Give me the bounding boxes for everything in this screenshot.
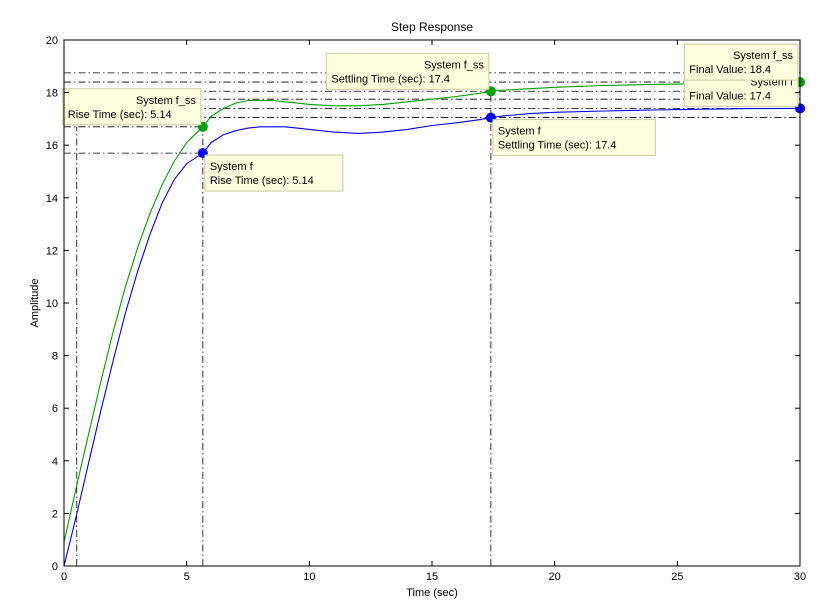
data-tip-box xyxy=(492,119,656,157)
x-tick-label: 15 xyxy=(426,571,438,583)
data-tip[interactable]: System f_ss Rise Time (sec): 5.14 xyxy=(62,88,202,126)
data-tip-text: Final Value: 17.4 xyxy=(689,90,771,102)
x-tick-label: 20 xyxy=(549,571,561,583)
data-tip-text: System f_ss xyxy=(733,50,793,62)
y-tick-label: 20 xyxy=(46,35,58,47)
y-tick-label: 6 xyxy=(52,403,58,415)
data-tip-text: Settling Time (sec): 17.4 xyxy=(331,73,450,85)
data-tip-text: Final Value: 18.4 xyxy=(689,64,771,76)
y-axis-label: Amplitude xyxy=(29,279,41,328)
chart-title: Step Response xyxy=(391,20,473,34)
y-tick-label: 16 xyxy=(46,140,58,152)
data-tip[interactable]: System f_ss Final Value: 18.4 xyxy=(683,43,799,81)
axis-ticks: 0 5 10 15 20 25 30 0 2 4 6 8 10 12 14 16 18 20 xyxy=(46,35,806,583)
data-tip-text: Settling Time (sec): 17.4 xyxy=(498,140,617,152)
data-tip-text: System f xyxy=(498,126,542,138)
data-tip-text: System f_ss xyxy=(424,59,484,71)
x-tick-label: 0 xyxy=(61,571,67,583)
data-tip-text: System f_ss xyxy=(136,95,196,107)
y-tick-label: 14 xyxy=(46,193,58,205)
x-tick-label: 25 xyxy=(671,571,683,583)
series-line xyxy=(63,107,801,567)
data-tip-text: Rise Time (sec): 5.14 xyxy=(210,175,314,187)
series-lines xyxy=(63,81,801,567)
y-tick-label: 4 xyxy=(52,456,58,468)
x-tick-label: 30 xyxy=(794,571,806,583)
x-tick-label: 10 xyxy=(303,571,315,583)
x-axis-label: Time (sec) xyxy=(406,587,458,599)
data-tip[interactable]: System f Settling Time (sec): 17.4 xyxy=(492,119,656,157)
data-tip[interactable]: System f_ss Settling Time (sec): 17.4 xyxy=(325,52,490,90)
y-tick-label: 8 xyxy=(52,351,58,363)
x-tick-label: 5 xyxy=(184,571,190,583)
y-tick-label: 12 xyxy=(46,245,58,257)
data-tip-box xyxy=(62,88,202,126)
y-tick-label: 18 xyxy=(46,88,58,100)
data-tip-text: Rise Time (sec): 5.14 xyxy=(68,109,172,121)
y-tick-label: 2 xyxy=(52,508,58,520)
y-tick-label: 0 xyxy=(52,561,58,573)
data-tip-box xyxy=(683,43,799,81)
data-tip-text: System f xyxy=(210,161,254,173)
series-line xyxy=(63,81,801,543)
guide-lines xyxy=(64,72,800,566)
data-tip-box xyxy=(325,52,490,90)
data-tip[interactable]: System f Rise Time (sec): 5.14 xyxy=(204,154,344,192)
data-tip-box xyxy=(204,154,344,192)
y-tick-label: 10 xyxy=(46,298,58,310)
